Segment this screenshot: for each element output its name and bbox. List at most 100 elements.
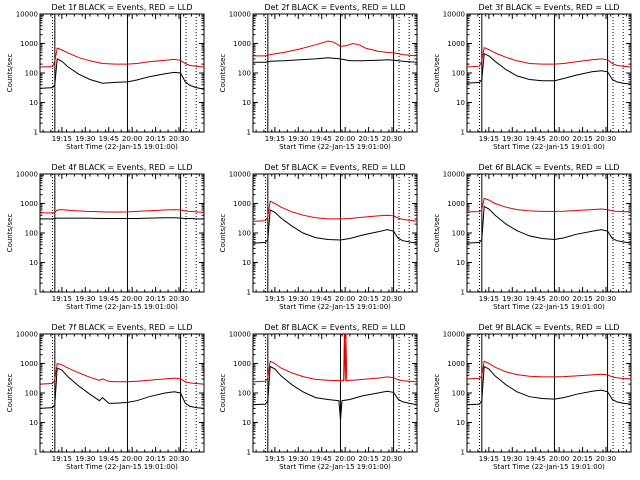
y-tick-label: 10 (456, 419, 465, 427)
series-line-events (252, 365, 418, 421)
chart-panel-5f: Det 5f BLACK = Events, RED = LLD 1 10 100 10… (219, 163, 418, 311)
x-tick-label: 19:15 (52, 455, 72, 463)
series-line-lld (40, 209, 205, 214)
chart-title: Det 9f BLACK = Events, RED = LLD (478, 323, 619, 332)
y-tick-label: 10000 (229, 11, 251, 19)
y-tick-label: 10 (29, 419, 38, 427)
x-tick-label: 19:30 (75, 135, 95, 143)
y-tick-label: 100 (238, 230, 251, 238)
y-axis-label: Counts/sec (433, 214, 441, 253)
x-axis-label: Start Time (22-Jan-15 19:01:00) (66, 303, 178, 311)
series-line-events (39, 58, 205, 90)
y-tick-label: 100 (238, 70, 251, 78)
y-tick-label: 10000 (229, 331, 251, 339)
plot-frame (466, 13, 632, 133)
series-line-events (253, 57, 418, 63)
chart-panel-4f: Det 4f BLACK = Events, RED = LLD 1 10 100 10… (6, 163, 205, 311)
y-tick-label: 10000 (16, 331, 38, 339)
y-tick-label: 1000 (447, 360, 465, 368)
x-tick-label: 20:30 (169, 455, 189, 463)
x-tick-label: 20:00 (122, 135, 142, 143)
y-axis-label: Counts/sec (219, 374, 227, 413)
y-tick-label: 10 (456, 259, 465, 267)
x-tick-label: 19:15 (265, 455, 285, 463)
x-tick-label: 19:15 (479, 295, 499, 303)
chart-title: Det 6f BLACK = Events, RED = LLD (478, 163, 619, 172)
plot-frame (252, 333, 418, 453)
chart-title: Det 7f BLACK = Events, RED = LLD (51, 323, 192, 332)
chart-title: Det 8f BLACK = Events, RED = LLD (264, 323, 405, 332)
y-tick-label: 1 (461, 129, 465, 137)
x-axis-label: Start Time (22-Jan-15 19:01:00) (279, 463, 391, 471)
x-tick-label: 20:30 (596, 455, 616, 463)
x-axis-label: Start Time (22-Jan-15 19:01:00) (279, 143, 391, 151)
y-tick-label: 10 (242, 259, 251, 267)
x-tick-label: 19:30 (75, 455, 95, 463)
y-tick-label: 100 (452, 390, 465, 398)
y-tick-label: 1000 (447, 200, 465, 208)
series-line-events (466, 205, 632, 244)
plot-frame (39, 173, 205, 293)
x-tick-label: 19:30 (288, 295, 308, 303)
x-tick-label: 19:15 (52, 135, 72, 143)
series-line-lld (466, 197, 632, 213)
y-axis-label: Counts/sec (433, 374, 441, 413)
x-tick-label: 20:00 (549, 455, 569, 463)
chart-title: Det 1f BLACK = Events, RED = LLD (51, 3, 192, 12)
y-tick-label: 100 (25, 70, 38, 78)
x-tick-label: 19:45 (99, 295, 119, 303)
x-tick-label: 19:30 (288, 455, 308, 463)
y-tick-label: 1000 (233, 360, 251, 368)
series-line-events (466, 365, 632, 406)
x-tick-label: 20:00 (122, 455, 142, 463)
series-line-lld (253, 40, 418, 57)
x-axis-label: Start Time (22-Jan-15 19:01:00) (493, 463, 605, 471)
x-tick-label: 19:45 (526, 295, 546, 303)
y-tick-label: 1 (247, 129, 251, 137)
y-tick-label: 1 (247, 449, 251, 457)
series-line-lld (39, 362, 205, 385)
x-tick-label: 20:15 (572, 455, 592, 463)
x-tick-label: 20:15 (145, 295, 165, 303)
series-line-events (252, 209, 418, 244)
y-tick-label: 100 (25, 390, 38, 398)
y-tick-label: 1 (34, 449, 38, 457)
y-tick-label: 1000 (20, 360, 38, 368)
chart-title: Det 3f BLACK = Events, RED = LLD (478, 3, 619, 12)
y-axis-label: Counts/sec (6, 54, 14, 93)
plot-frame (252, 173, 418, 293)
chart-panel-3f: Det 3f BLACK = Events, RED = LLD 1 10 100 10… (433, 3, 632, 151)
x-tick-label: 20:30 (596, 295, 616, 303)
y-axis-label: Counts/sec (219, 54, 227, 93)
chart-title: Det 5f BLACK = Events, RED = LLD (264, 163, 405, 172)
y-tick-label: 100 (452, 230, 465, 238)
x-axis-label: Start Time (22-Jan-15 19:01:00) (66, 143, 178, 151)
x-tick-label: 19:15 (479, 455, 499, 463)
y-tick-label: 1 (34, 129, 38, 137)
x-tick-label: 20:30 (382, 295, 402, 303)
y-tick-label: 10 (29, 99, 38, 107)
y-tick-label: 100 (238, 390, 251, 398)
x-tick-label: 20:30 (169, 295, 189, 303)
chart-panel-1f: Det 1f BLACK = Events, RED = LLD 1 10 100 10… (6, 3, 205, 151)
x-tick-label: 20:00 (335, 295, 355, 303)
y-axis-label: Counts/sec (6, 374, 14, 413)
x-tick-label: 20:15 (572, 295, 592, 303)
x-tick-label: 19:30 (502, 455, 522, 463)
x-tick-label: 19:45 (99, 135, 119, 143)
x-tick-label: 20:00 (335, 135, 355, 143)
x-tick-label: 19:15 (265, 135, 285, 143)
y-tick-label: 1000 (447, 40, 465, 48)
x-tick-label: 20:15 (358, 455, 378, 463)
x-tick-label: 19:15 (479, 135, 499, 143)
x-tick-label: 19:45 (526, 455, 546, 463)
y-tick-label: 1 (461, 449, 465, 457)
y-tick-label: 1 (247, 289, 251, 297)
series-line-lld (466, 47, 632, 68)
chart-panel-6f: Det 6f BLACK = Events, RED = LLD 1 10 100 10… (433, 163, 632, 311)
x-axis-label: Start Time (22-Jan-15 19:01:00) (493, 143, 605, 151)
x-tick-label: 20:30 (596, 135, 616, 143)
x-tick-label: 19:15 (52, 295, 72, 303)
x-tick-label: 19:30 (75, 295, 95, 303)
